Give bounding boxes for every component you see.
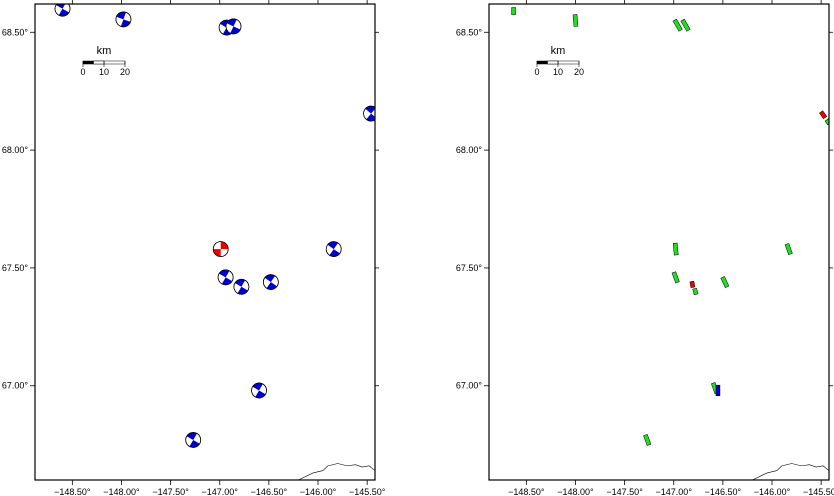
slip-vector-mark [819,110,828,120]
y-tick-label: 67.00° [456,381,483,391]
x-tick-label: −146.00° [300,487,337,496]
y-tick-label: 67.00° [2,381,29,391]
focal-mechanism-beachball [217,269,234,286]
x-tick-label: −146.50° [251,487,288,496]
slip-vector-mark [715,384,721,397]
focal-mechanism-beachball [225,18,242,35]
focal-mechanism-beachball [251,382,267,399]
scale-bar-unit: km [97,45,112,57]
focal-mechanism-beachball [325,241,342,257]
focal-mechanism-beachball [262,274,279,290]
focal-mechanism-beachball [363,105,375,122]
y-tick-label: 67.50° [456,263,483,273]
map-content [511,7,829,480]
y-tick-label: 68.00° [456,145,483,155]
scale-bar-tick-label: 10 [99,67,109,77]
focal-mechanism-beachball [115,11,132,28]
scale-bar-tick-label: 20 [574,67,584,77]
slip-vector-mark [680,18,691,32]
x-tick-label: −148.50° [508,487,545,496]
x-tick-label: −145.50° [349,487,386,496]
y-tick-label: 67.50° [2,263,29,273]
slip-vector-mark [692,287,699,296]
x-tick-label: −147.50° [152,487,189,496]
slip-vector-mark [824,118,829,126]
scale-bar-tick-label: 0 [80,67,85,77]
scale-bar-tick-label: 20 [120,67,130,77]
slip-vector-mark [784,243,793,256]
right-map-panel: −148.50° −148.00° −147.50° −147.00° −146.50°… [456,0,834,496]
x-tick-label: −147.50° [606,487,643,496]
y-tick-label: 68.00° [2,145,29,155]
x-tick-label: −146.50° [705,487,742,496]
slip-vector-mark [720,276,730,289]
focal-mechanism-beachball [54,4,71,17]
x-tick-label: −148.50° [54,487,91,496]
x-tick-label: −145.50° [803,487,834,496]
slip-vector-mark [572,14,579,27]
focal-mechanism-beachball [233,278,250,295]
map-frame [488,3,830,481]
x-tick-label: −146.00° [754,487,791,496]
x-tick-label: −148.00° [557,487,594,496]
scale-bar-unit: km [551,45,566,57]
x-tick-label: −147.00° [202,487,239,496]
slip-vector-mark [672,18,683,32]
map-content [54,4,375,480]
focal-mechanism-beachball [212,241,229,257]
map-frame [34,3,376,481]
y-tick-label: 68.50° [456,27,483,37]
coastline [752,463,829,480]
y-tick-label: 68.50° [2,27,29,37]
scale-bar-tick-label: 0 [534,67,539,77]
x-tick-label: −148.00° [103,487,140,496]
slip-vector-mark [511,7,516,15]
focal-mechanism-beachball [185,432,202,448]
scale-bar: km 0 10 20 [534,45,584,77]
coastline [298,463,375,480]
slip-vector-mark [672,242,679,256]
slip-vector-mark [671,271,680,284]
scale-bar-tick-label: 10 [553,67,563,77]
slip-vector-mark [643,433,652,446]
slip-vector-mark [689,280,696,288]
scale-bar: km 0 10 20 [80,45,130,77]
x-tick-label: −147.00° [656,487,693,496]
left-map-panel: −148.50° −148.00° −147.50° −147.00° −146.50°… [2,0,386,496]
